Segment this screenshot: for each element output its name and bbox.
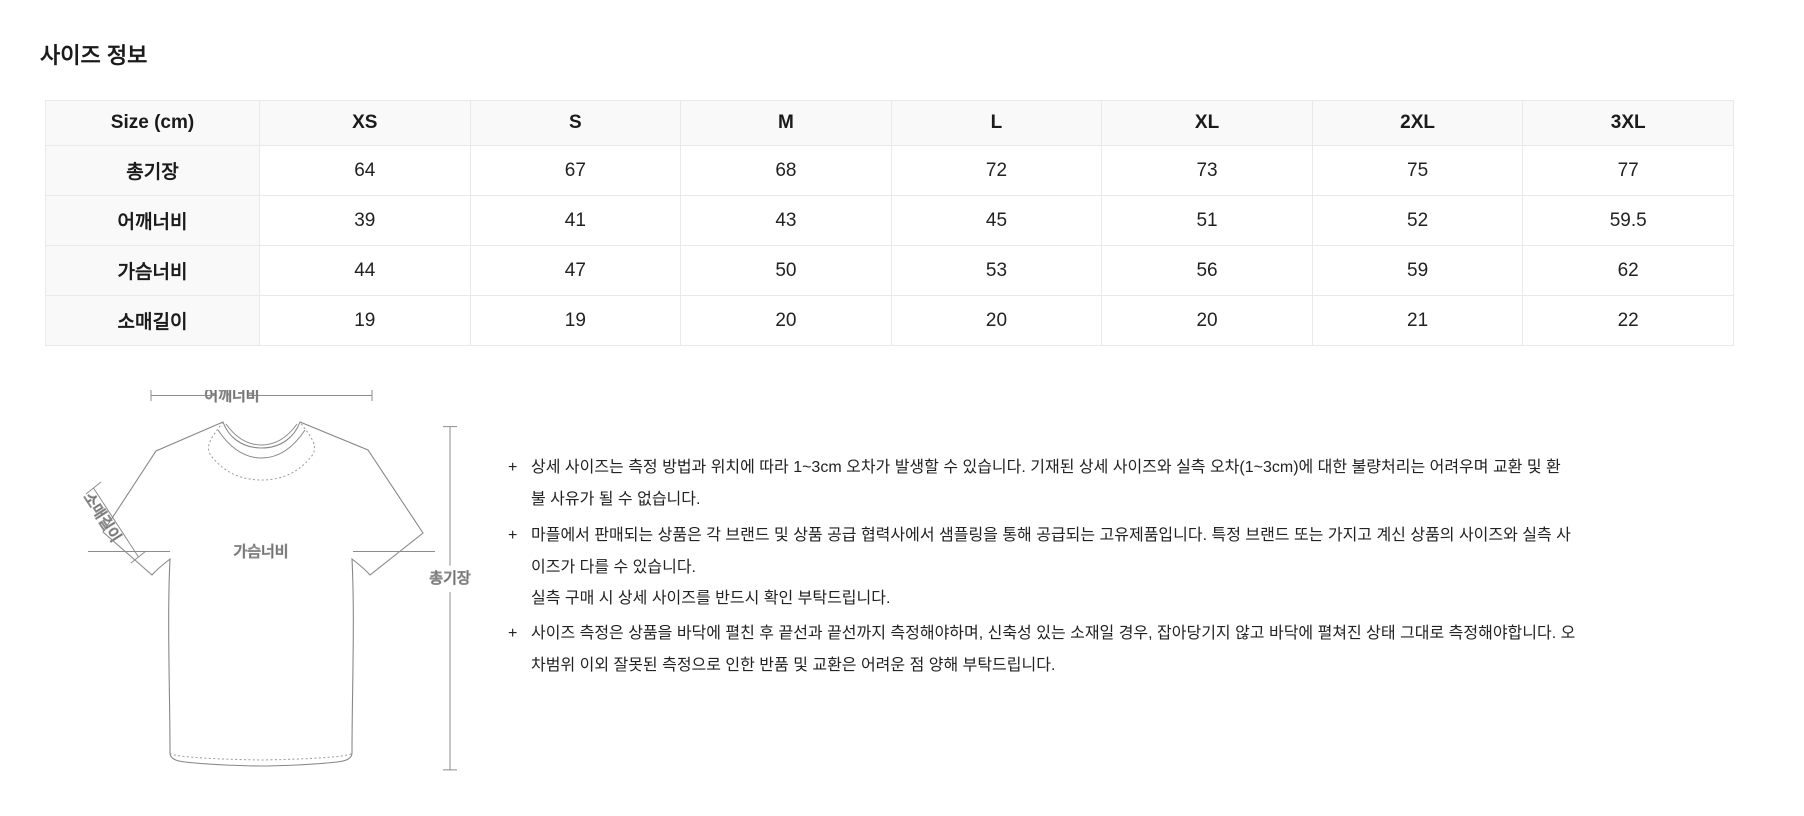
svg-text:총기장: 총기장 xyxy=(429,570,471,587)
svg-text:어깨너비: 어깨너비 xyxy=(204,390,259,405)
svg-text:가슴너비: 가슴너비 xyxy=(233,544,288,561)
svg-text:소매길이: 소매길이 xyxy=(80,490,124,546)
